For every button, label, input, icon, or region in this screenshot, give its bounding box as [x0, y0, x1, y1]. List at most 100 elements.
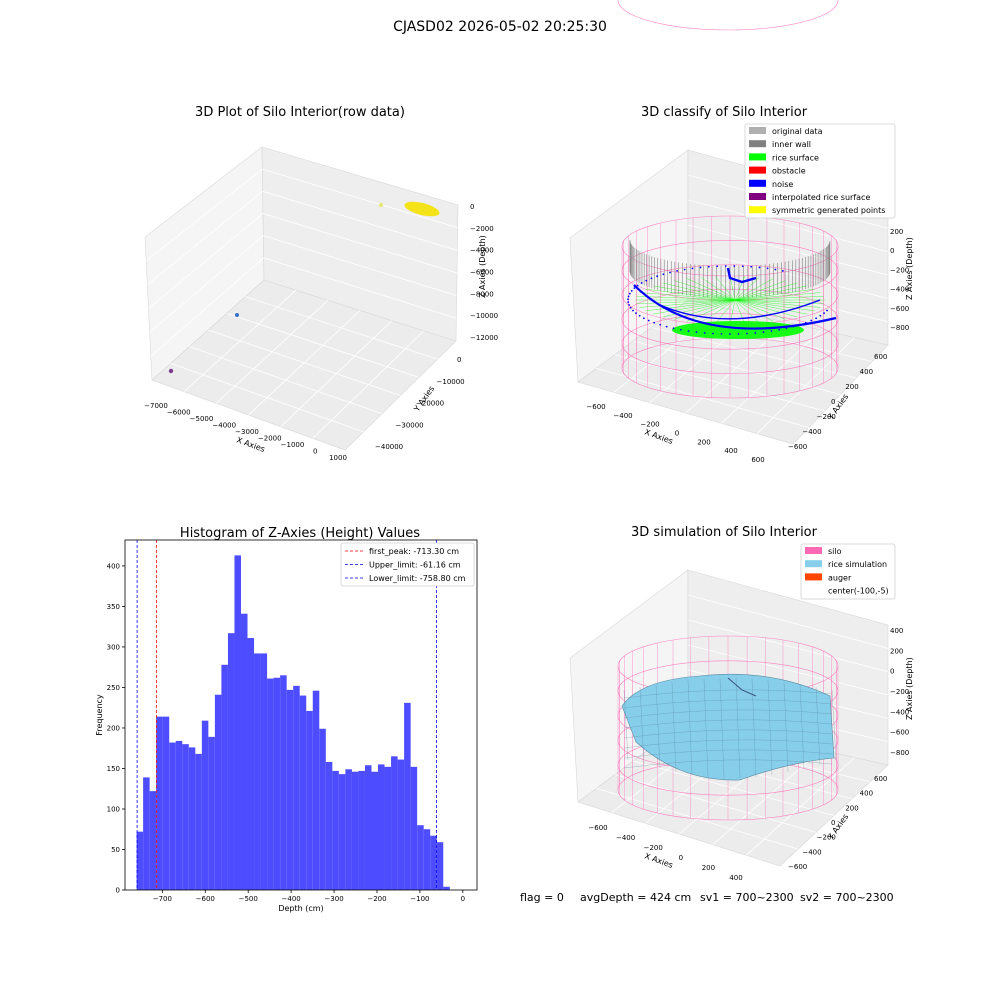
panel2-x-tick-label: 600 — [751, 456, 764, 464]
panel2-noise-point — [635, 312, 637, 315]
panel4-z-tick-label: 200 — [890, 647, 903, 655]
panel2-noise-arc — [633, 284, 837, 330]
panel1-x-tick-label: −6000 — [167, 409, 191, 417]
histogram-bar — [240, 613, 248, 890]
panel2-y-tick-label: 600 — [874, 353, 887, 361]
panel2-rice-surface-point — [734, 278, 774, 301]
panel4-z-tick-label: −800 — [890, 749, 909, 757]
panel2-noise-point — [720, 332, 723, 335]
panel2-y-tick-label: 400 — [860, 368, 873, 376]
panel2-noise-point — [627, 298, 629, 301]
panel2-legend-swatch — [749, 127, 766, 134]
histogram-legend-frame — [340, 542, 475, 587]
panel4-rice-mesh-line — [719, 678, 725, 778]
panel4-rice-mesh-line — [623, 739, 833, 749]
panel2-noise-point — [823, 312, 825, 315]
panel2-y-tick-label: −600 — [788, 443, 807, 451]
panel2-noise-point — [774, 268, 777, 271]
histogram-bar — [267, 678, 274, 890]
panel4-legend-swatch — [805, 547, 822, 554]
panel2-y-tick-label: 200 — [845, 383, 858, 391]
panel4-x-tick-label: −400 — [616, 834, 635, 842]
panel1-x-tick-label: −5000 — [190, 415, 214, 423]
panel2-noise-point — [640, 282, 643, 284]
histogram-y-tick-label: 150 — [107, 765, 120, 773]
histogram-x-tick-label: −100 — [410, 895, 429, 903]
panel1-z-tick-label: −12000 — [470, 334, 498, 342]
panel1-grid-line — [147, 190, 458, 285]
panel4-rice-mesh-line — [623, 699, 833, 709]
panel2-noise-point — [770, 330, 773, 332]
panel2-rice-surface-point — [645, 299, 736, 312]
panel1-z-tick-label: −4000 — [470, 247, 494, 255]
histogram-y-tick-label: 0 — [116, 887, 120, 895]
histogram-legend-label: first_peak: -713.30 cm — [369, 547, 459, 556]
panel1-point-small-cluster — [378, 202, 384, 208]
panel2-noise-point — [750, 265, 753, 268]
panel1-y-tick-label: −20000 — [416, 400, 444, 408]
panel2-noise-point — [754, 332, 757, 334]
panel2-noise-point — [804, 321, 807, 324]
panel2-noise-point — [669, 271, 671, 274]
panel4-rice-mesh-line — [735, 678, 741, 778]
histogram-y-tick-label: 100 — [107, 805, 120, 813]
panel2-noise-point — [810, 319, 813, 322]
histogram-bar — [149, 791, 157, 890]
panel2-noise-point — [627, 301, 630, 304]
panel4-rice-mesh-line — [831, 689, 837, 761]
panel2-legend-label: inner wall — [772, 140, 811, 149]
panel1-z-tick-label: −2000 — [470, 225, 494, 233]
panel4-rice-mesh-line — [623, 689, 629, 761]
panel4-rice-mesh-line — [815, 687, 821, 765]
panel4-zlabel: Z Axies (Depth) — [905, 657, 914, 720]
panel2-rice-surface-point — [734, 299, 821, 308]
panel2-x-tick-label: −400 — [613, 412, 632, 420]
panel1-x-tick-label: −1000 — [281, 441, 305, 449]
histogram-x-tick-label: −400 — [282, 895, 301, 903]
histogram-x-tick-label: 0 — [461, 895, 465, 903]
panel2-rice-surface-point — [734, 299, 760, 324]
panel2-noise-point — [647, 319, 650, 322]
panel2-rice-surface-point — [734, 276, 746, 301]
panel1-grid-line — [145, 168, 458, 262]
panel2-rice-surface-point — [700, 299, 736, 324]
panel4-y-tick-label: 200 — [845, 804, 858, 812]
panel2-rice-surface-point — [734, 299, 774, 322]
histogram-bar — [221, 664, 228, 890]
panel2-rice-surface-point — [686, 299, 736, 322]
panel2-rice-surface-point — [734, 276, 760, 301]
histogram-bar — [345, 769, 352, 890]
panel2-rice-surface-band — [672, 321, 804, 339]
panel4-rice-mesh-line — [767, 680, 773, 775]
histogram-x-tick-label: −200 — [367, 895, 386, 903]
panel4-x-tick-label: −200 — [644, 844, 663, 852]
panel2-z-tick-label: −200 — [890, 266, 909, 274]
panel4-z-tick-label: 400 — [890, 627, 903, 635]
histogram-bar — [364, 765, 372, 890]
panel2-noise-point — [778, 328, 781, 331]
panel2-y-tick-label: 0 — [831, 398, 835, 406]
panel1-zlabel: Z Axies (Depth) — [478, 235, 487, 298]
panel2-noise-point — [758, 266, 761, 269]
panel2-z-tick-label: −400 — [890, 286, 909, 294]
panel2-rice-surface-point — [714, 299, 736, 324]
panel2-noise-point — [762, 331, 765, 334]
panel2-rice-surface-point — [734, 282, 798, 301]
panel2-noise-point — [632, 309, 634, 312]
panel2-z-tick-label: 0 — [890, 247, 894, 255]
panel4-z-tick-label: −200 — [890, 688, 909, 696]
panel4-rice-mesh-line — [623, 719, 833, 729]
panel2-noise-point — [741, 265, 744, 268]
panel2-zlabel: Z Axies (Depth) — [905, 237, 914, 300]
panel2-noise-point — [659, 323, 662, 326]
panel4-legend-label: auger — [828, 573, 852, 582]
panel2-rice-surface-point — [653, 299, 736, 315]
histogram-bar — [234, 555, 241, 890]
histogram-bar — [254, 653, 261, 890]
footer-avg-depth: avgDepth = 424 cm — [580, 891, 691, 904]
panel2-rice-surface-point — [734, 295, 824, 301]
panel2-x-tick-label: 400 — [724, 447, 737, 455]
histogram-bar — [169, 742, 176, 890]
panel2-noise-point — [627, 295, 630, 298]
histogram-frame — [124, 539, 478, 891]
